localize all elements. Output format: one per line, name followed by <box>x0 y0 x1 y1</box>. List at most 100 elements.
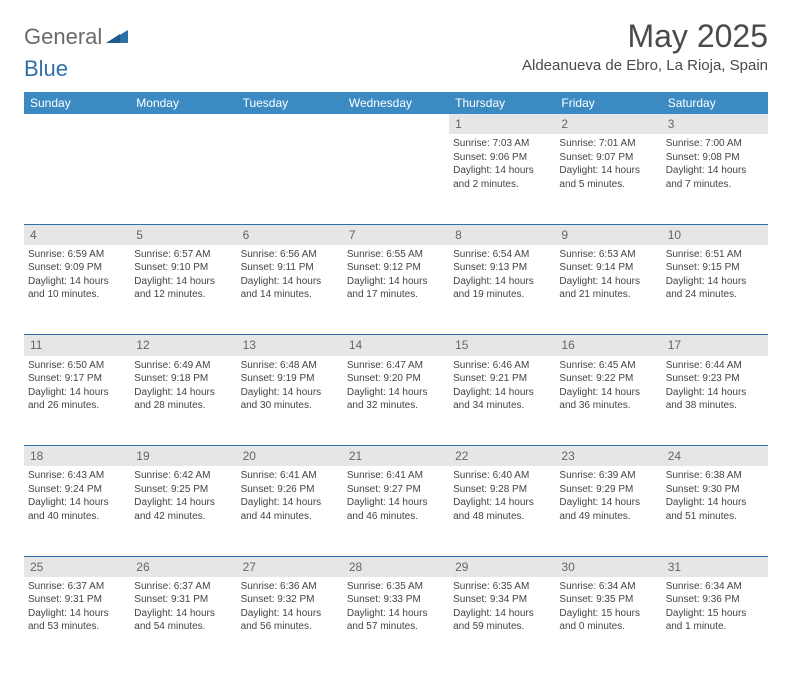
sunrise-text: Sunrise: 6:42 AM <box>134 469 232 483</box>
sunrise-text: Sunrise: 7:03 AM <box>453 137 551 151</box>
daylight1-text: Daylight: 14 hours <box>347 386 445 400</box>
calendar-cell: Sunrise: 6:56 AMSunset: 9:11 PMDaylight:… <box>237 245 343 335</box>
sunrise-text: Sunrise: 6:41 AM <box>241 469 339 483</box>
sunrise-text: Sunrise: 6:47 AM <box>347 359 445 373</box>
calendar-cell: Sunrise: 6:37 AMSunset: 9:31 PMDaylight:… <box>130 577 236 667</box>
daylight2-text: and 21 minutes. <box>559 288 657 302</box>
daylight2-text: and 46 minutes. <box>347 510 445 524</box>
calendar-cell: Sunrise: 6:34 AMSunset: 9:36 PMDaylight:… <box>662 577 768 667</box>
sunset-text: Sunset: 9:27 PM <box>347 483 445 497</box>
day-number: 6 <box>237 224 343 245</box>
daylight2-text: and 1 minute. <box>666 620 764 634</box>
calendar-cell <box>130 134 236 224</box>
sunset-text: Sunset: 9:29 PM <box>559 483 657 497</box>
daylight2-text: and 19 minutes. <box>453 288 551 302</box>
sunset-text: Sunset: 9:35 PM <box>559 593 657 607</box>
calendar-cell: Sunrise: 6:53 AMSunset: 9:14 PMDaylight:… <box>555 245 661 335</box>
sunrise-text: Sunrise: 6:35 AM <box>347 580 445 594</box>
daylight1-text: Daylight: 14 hours <box>666 496 764 510</box>
daylight2-text: and 38 minutes. <box>666 399 764 413</box>
day-number: 18 <box>24 446 130 467</box>
sunset-text: Sunset: 9:18 PM <box>134 372 232 386</box>
sunrise-text: Sunrise: 6:35 AM <box>453 580 551 594</box>
daylight1-text: Daylight: 14 hours <box>347 496 445 510</box>
daylight2-text: and 17 minutes. <box>347 288 445 302</box>
sunset-text: Sunset: 9:33 PM <box>347 593 445 607</box>
sunset-text: Sunset: 9:30 PM <box>666 483 764 497</box>
calendar-cell: Sunrise: 6:37 AMSunset: 9:31 PMDaylight:… <box>24 577 130 667</box>
sunrise-text: Sunrise: 6:46 AM <box>453 359 551 373</box>
daylight2-text: and 10 minutes. <box>28 288 126 302</box>
daylight1-text: Daylight: 14 hours <box>241 386 339 400</box>
calendar-cell: Sunrise: 6:51 AMSunset: 9:15 PMDaylight:… <box>662 245 768 335</box>
sunset-text: Sunset: 9:26 PM <box>241 483 339 497</box>
calendar-week-row: Sunrise: 6:37 AMSunset: 9:31 PMDaylight:… <box>24 577 768 667</box>
daynum-row: 45678910 <box>24 224 768 245</box>
calendar-cell <box>343 134 449 224</box>
sunrise-text: Sunrise: 6:45 AM <box>559 359 657 373</box>
calendar-body: 123Sunrise: 7:03 AMSunset: 9:06 PMDaylig… <box>24 114 768 667</box>
sunrise-text: Sunrise: 6:41 AM <box>347 469 445 483</box>
weekday-header: Saturday <box>662 92 768 114</box>
day-number: 13 <box>237 335 343 356</box>
daylight2-text: and 48 minutes. <box>453 510 551 524</box>
daylight2-text: and 32 minutes. <box>347 399 445 413</box>
daylight2-text: and 44 minutes. <box>241 510 339 524</box>
sunset-text: Sunset: 9:34 PM <box>453 593 551 607</box>
calendar-cell: Sunrise: 7:01 AMSunset: 9:07 PMDaylight:… <box>555 134 661 224</box>
logo-text-blue: Blue <box>24 56 68 82</box>
calendar-cell: Sunrise: 6:36 AMSunset: 9:32 PMDaylight:… <box>237 577 343 667</box>
calendar-week-row: Sunrise: 6:50 AMSunset: 9:17 PMDaylight:… <box>24 356 768 446</box>
daylight1-text: Daylight: 14 hours <box>559 164 657 178</box>
calendar-week-row: Sunrise: 6:43 AMSunset: 9:24 PMDaylight:… <box>24 466 768 556</box>
weekday-header: Thursday <box>449 92 555 114</box>
sunrise-text: Sunrise: 7:01 AM <box>559 137 657 151</box>
calendar-cell: Sunrise: 6:35 AMSunset: 9:34 PMDaylight:… <box>449 577 555 667</box>
logo-triangle-icon <box>106 27 128 48</box>
daylight2-text: and 28 minutes. <box>134 399 232 413</box>
calendar-cell: Sunrise: 6:54 AMSunset: 9:13 PMDaylight:… <box>449 245 555 335</box>
day-number: 31 <box>662 556 768 577</box>
sunrise-text: Sunrise: 6:40 AM <box>453 469 551 483</box>
calendar-week-row: Sunrise: 7:03 AMSunset: 9:06 PMDaylight:… <box>24 134 768 224</box>
calendar-cell: Sunrise: 6:49 AMSunset: 9:18 PMDaylight:… <box>130 356 236 446</box>
sunset-text: Sunset: 9:19 PM <box>241 372 339 386</box>
daylight2-text: and 0 minutes. <box>559 620 657 634</box>
daylight1-text: Daylight: 14 hours <box>28 275 126 289</box>
sunrise-text: Sunrise: 6:55 AM <box>347 248 445 262</box>
daylight2-text: and 7 minutes. <box>666 178 764 192</box>
calendar-cell: Sunrise: 7:00 AMSunset: 9:08 PMDaylight:… <box>662 134 768 224</box>
daylight1-text: Daylight: 14 hours <box>134 496 232 510</box>
daylight1-text: Daylight: 14 hours <box>453 275 551 289</box>
sunset-text: Sunset: 9:36 PM <box>666 593 764 607</box>
calendar-cell: Sunrise: 6:57 AMSunset: 9:10 PMDaylight:… <box>130 245 236 335</box>
day-number: 7 <box>343 224 449 245</box>
calendar-cell: Sunrise: 7:03 AMSunset: 9:06 PMDaylight:… <box>449 134 555 224</box>
daylight1-text: Daylight: 14 hours <box>453 496 551 510</box>
daylight1-text: Daylight: 14 hours <box>453 164 551 178</box>
calendar-cell: Sunrise: 6:48 AMSunset: 9:19 PMDaylight:… <box>237 356 343 446</box>
calendar-cell: Sunrise: 6:44 AMSunset: 9:23 PMDaylight:… <box>662 356 768 446</box>
month-title: May 2025 <box>522 18 768 55</box>
daynum-row: 18192021222324 <box>24 446 768 467</box>
daylight2-text: and 59 minutes. <box>453 620 551 634</box>
sunrise-text: Sunrise: 6:34 AM <box>559 580 657 594</box>
calendar-week-row: Sunrise: 6:59 AMSunset: 9:09 PMDaylight:… <box>24 245 768 335</box>
day-number: 15 <box>449 335 555 356</box>
calendar-cell: Sunrise: 6:55 AMSunset: 9:12 PMDaylight:… <box>343 245 449 335</box>
sunset-text: Sunset: 9:14 PM <box>559 261 657 275</box>
daylight1-text: Daylight: 14 hours <box>666 275 764 289</box>
daylight2-text: and 54 minutes. <box>134 620 232 634</box>
weekday-header: Tuesday <box>237 92 343 114</box>
calendar-cell: Sunrise: 6:40 AMSunset: 9:28 PMDaylight:… <box>449 466 555 556</box>
sunrise-text: Sunrise: 6:37 AM <box>134 580 232 594</box>
daylight2-text: and 12 minutes. <box>134 288 232 302</box>
sunrise-text: Sunrise: 6:38 AM <box>666 469 764 483</box>
daynum-row: 123 <box>24 114 768 134</box>
calendar-cell: Sunrise: 6:35 AMSunset: 9:33 PMDaylight:… <box>343 577 449 667</box>
day-number <box>130 114 236 134</box>
calendar-cell: Sunrise: 6:41 AMSunset: 9:27 PMDaylight:… <box>343 466 449 556</box>
sunset-text: Sunset: 9:07 PM <box>559 151 657 165</box>
calendar-cell: Sunrise: 6:46 AMSunset: 9:21 PMDaylight:… <box>449 356 555 446</box>
sunset-text: Sunset: 9:24 PM <box>28 483 126 497</box>
